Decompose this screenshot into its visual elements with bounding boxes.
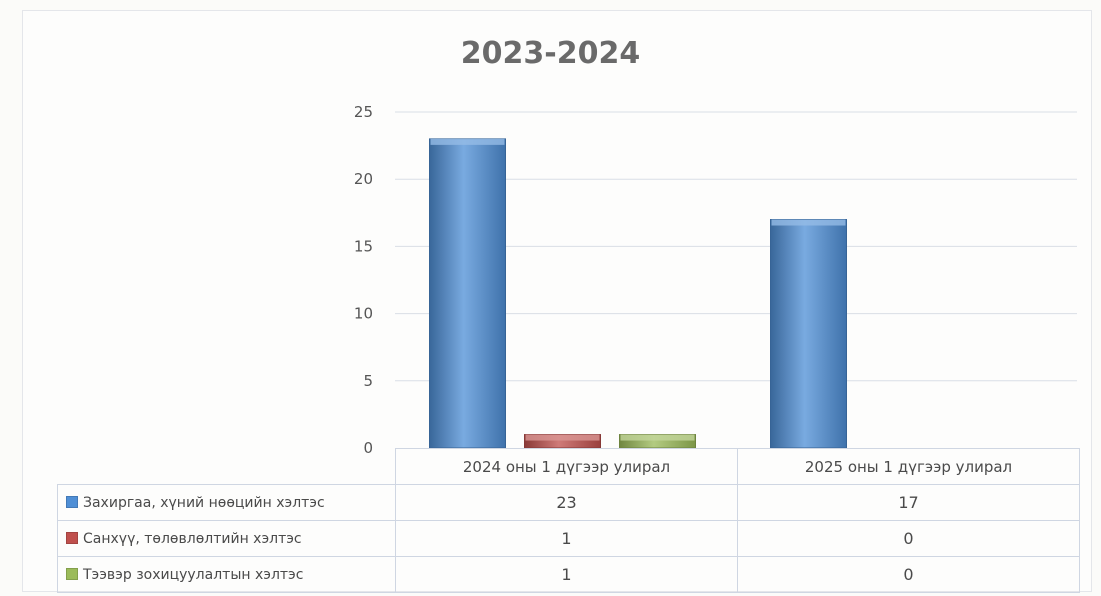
category-label: 2025 оны 1 дүгээр улирал: [737, 448, 1080, 485]
bar-cap: [771, 219, 846, 226]
data-table-row: Захиргаа, хүний нөөцийн хэлтэс 23 17: [57, 484, 1080, 521]
legend-entry: Захиргаа, хүний нөөцийн хэлтэс: [57, 484, 396, 521]
y-tick-label: 20: [354, 170, 373, 188]
data-table-row: Тээвэр зохицуулалтын хэлтэс 1 0: [57, 556, 1080, 593]
legend-key: [66, 567, 78, 580]
data-cell: 17: [737, 484, 1080, 521]
y-tick-label: 0: [363, 439, 373, 457]
data-table-header-row: 2024 оны 1 дүгээр улирал 2025 оны 1 дүгэ…: [57, 448, 1080, 485]
data-table-row: Санхүү, төлөвлөлтийн хэлтэс 1 0: [57, 520, 1080, 557]
y-tick-label: 15: [354, 237, 373, 255]
y-tick-label: 10: [354, 305, 373, 323]
legend-entry: Санхүү, төлөвлөлтийн хэлтэс: [57, 520, 396, 557]
legend-entry: Тээвэр зохицуулалтын хэлтэс: [57, 556, 396, 593]
legend-label: Санхүү, төлөвлөлтийн хэлтэс: [83, 530, 302, 547]
data-table-corner: [57, 448, 396, 485]
data-cell: 1: [395, 520, 738, 557]
bar: [429, 138, 506, 449]
data-cell: 23: [395, 484, 738, 521]
legend-key: [66, 495, 78, 508]
legend-label: Тээвэр зохицуулалтын хэлтэс: [83, 566, 304, 583]
bar-cap: [430, 138, 505, 145]
data-cell: 0: [737, 520, 1080, 557]
legend-label: Захиргаа, хүний нөөцийн хэлтэс: [83, 494, 325, 511]
data-table: 2024 оны 1 дүгээр улирал 2025 оны 1 дүгэ…: [57, 448, 1080, 593]
bar-cap: [620, 434, 695, 441]
legend-key: [66, 531, 78, 544]
bar: [770, 219, 847, 449]
chart-title: 2023-2024: [460, 36, 641, 71]
data-cell: 1: [395, 556, 738, 593]
data-cell: 0: [737, 556, 1080, 593]
y-tick-label: 25: [354, 103, 373, 121]
bar-cap: [525, 434, 600, 441]
category-label: 2024 оны 1 дүгээр улирал: [395, 448, 738, 485]
y-tick-label: 5: [363, 372, 373, 390]
